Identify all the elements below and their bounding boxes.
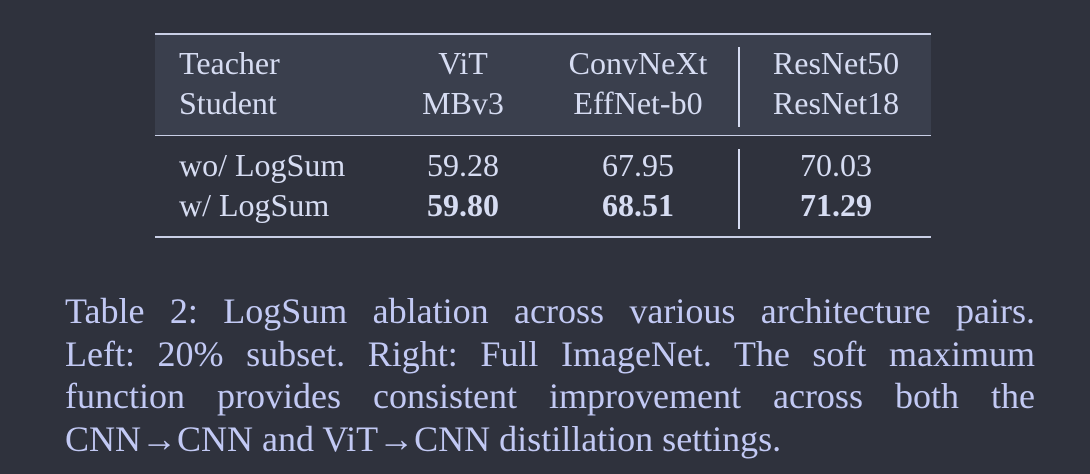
row-w-logsum-value-2: 68.51 [602,187,674,223]
row-w-logsum-label: w/ LogSum [179,187,330,223]
teacher-col-3: ResNet50 [772,45,900,81]
caption-line-4: CNN→CNN and ViT→CNN distillation setting… [65,418,782,459]
table-caption: Table 2: LogSum ablation across various … [65,290,1035,460]
row-wo-logsum-value-2: 67.95 [602,147,674,183]
row-w-logsum-value-3: 71.29 [800,187,872,223]
student-col-1: MBv3 [422,85,504,121]
teacher-col-1: ViT [438,45,488,81]
student-col-2: EffNet-b0 [573,85,703,121]
teacher-col-2: ConvNeXt [568,45,708,81]
table-mid-rule [155,135,931,136]
caption-line-3: function provides consistent improvement… [65,376,1035,416]
results-table: Teacher ViT ConvNeXt ResNet50 Student MB… [155,33,931,239]
student-row-label: Student [179,85,277,121]
caption-line-2: Left: 20% subset. Right: Full ImageNet. … [65,333,1035,374]
student-col-3: ResNet18 [772,85,900,121]
teacher-row-label: Teacher [179,45,280,81]
row-wo-logsum-label: wo/ LogSum [179,147,346,183]
row-w-logsum-value-1: 59.80 [427,187,499,223]
header-column-divider [738,47,740,127]
table-header-band [155,35,931,135]
row-wo-logsum-value-3: 70.03 [800,147,872,183]
row-wo-logsum-value-1: 59.28 [427,147,499,183]
table-top-rule [155,33,931,35]
table-bottom-rule [155,236,931,238]
caption-line-1: Table 2: LogSum ablation across various … [65,291,1035,331]
body-column-divider [738,149,740,229]
